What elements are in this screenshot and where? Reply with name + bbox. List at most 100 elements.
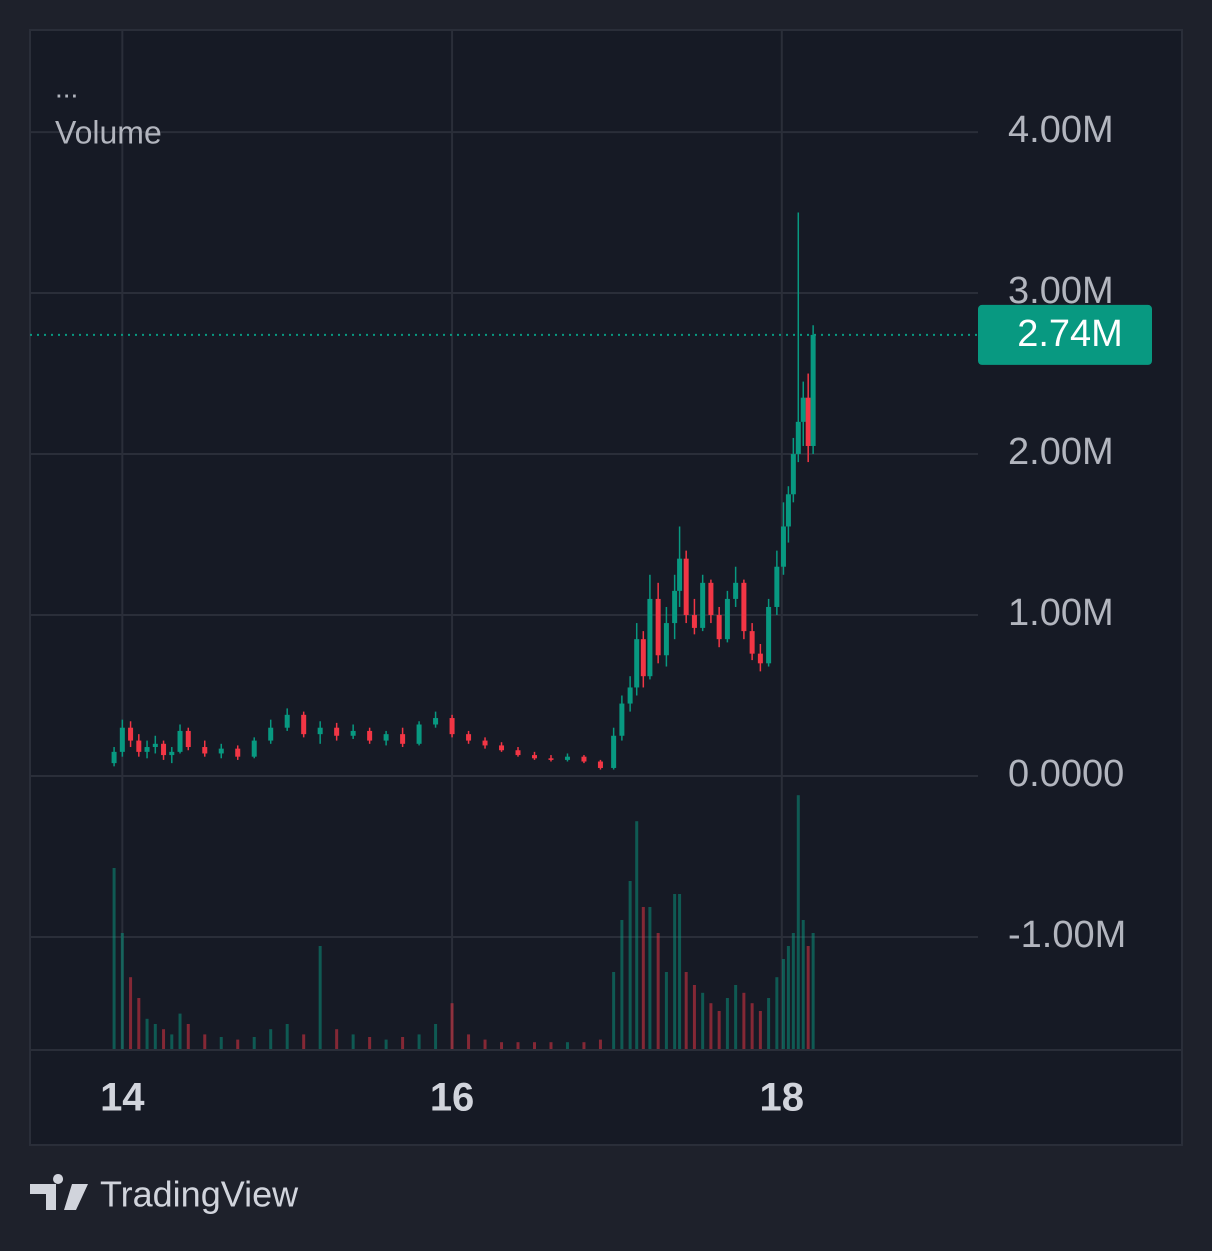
volume-bar <box>612 972 616 1050</box>
x-tick-label: 14 <box>100 1076 145 1120</box>
candle-body <box>619 703 625 736</box>
candle-body <box>749 631 755 654</box>
candle-body <box>597 761 603 768</box>
volume-bar <box>252 1037 256 1050</box>
candle-body <box>144 747 150 752</box>
volume-bar <box>533 1042 537 1050</box>
volume-bar <box>565 1042 569 1050</box>
volume-bar <box>335 1029 339 1050</box>
candle-body <box>251 740 257 757</box>
candle-body <box>564 756 570 760</box>
brand-logo[interactable]: TradingView <box>30 1174 299 1215</box>
candle-body <box>581 756 587 762</box>
candle-body <box>317 727 323 735</box>
candle-body <box>800 397 806 422</box>
candle-body <box>161 743 167 756</box>
candle-body <box>672 590 678 624</box>
volume-bar <box>269 1029 273 1050</box>
volume-bar <box>678 894 682 1050</box>
candle-body <box>367 730 373 741</box>
volume-bar <box>767 998 771 1050</box>
volume-bar <box>717 1011 721 1050</box>
candle-body <box>466 734 472 741</box>
volume-bar <box>318 946 322 1050</box>
volume-bar <box>219 1037 223 1050</box>
brand-name: TradingView <box>100 1174 299 1215</box>
volume-bar <box>178 1013 182 1050</box>
candle-body <box>334 727 340 736</box>
volume-bar <box>734 985 738 1050</box>
candle-body <box>532 755 538 759</box>
volume-bar <box>786 946 790 1050</box>
volume-bar <box>384 1039 388 1050</box>
volume-bar <box>628 881 632 1050</box>
last-price-tag <box>978 304 1152 365</box>
volume-bar <box>811 933 815 1050</box>
volume-bar <box>170 1034 174 1050</box>
y-tick-label: 0.0000 <box>1008 753 1124 795</box>
candle-body <box>185 730 191 748</box>
candle-body <box>416 724 422 744</box>
volume-bar <box>483 1039 487 1050</box>
candle-body <box>733 582 739 599</box>
volume-bar <box>758 1011 762 1050</box>
volume-bar <box>781 959 785 1050</box>
volume-bar <box>368 1037 372 1050</box>
volume-bar <box>112 868 116 1050</box>
candle-body <box>795 421 801 455</box>
candle-body <box>790 454 796 495</box>
candle-body <box>634 639 640 688</box>
volume-bar <box>153 1024 157 1050</box>
volume-bar <box>450 1003 454 1050</box>
candle-body <box>383 734 389 741</box>
volume-bar <box>791 933 795 1050</box>
volume-bar <box>775 977 779 1050</box>
volume-bar <box>129 977 133 1050</box>
candle-body <box>805 397 811 446</box>
volume-bar <box>285 1024 289 1050</box>
volume-bar <box>635 821 639 1050</box>
volume-bar <box>162 1029 166 1050</box>
volume-bar <box>684 972 688 1050</box>
candle-body <box>611 735 617 768</box>
chart-panel <box>29 29 1183 1146</box>
x-tick-label: 18 <box>760 1076 805 1120</box>
candle-body <box>724 598 730 640</box>
legend-dots[interactable]: ... <box>55 72 78 103</box>
volume-bar <box>750 1003 754 1050</box>
y-tick-label: 1.00M <box>1008 592 1114 634</box>
indicator-name[interactable]: Volume <box>55 114 162 150</box>
volume-bar <box>641 907 645 1050</box>
candle-body <box>708 582 714 616</box>
candle-body <box>136 740 142 752</box>
candle-body <box>766 606 772 664</box>
volume-bar <box>516 1042 520 1050</box>
volume-bar <box>582 1042 586 1050</box>
volume-bar <box>673 894 677 1050</box>
volume-bar <box>137 998 141 1050</box>
candle-body <box>152 743 158 748</box>
volume-bar <box>742 992 746 1050</box>
candle-body <box>780 526 786 567</box>
volume-bar <box>801 920 805 1050</box>
candle-body <box>700 582 706 628</box>
candle-body <box>284 714 290 728</box>
volume-bar <box>203 1034 207 1050</box>
candle-body <box>757 653 763 664</box>
candle-body <box>202 747 208 754</box>
volume-bar <box>302 1034 306 1050</box>
volume-bar <box>701 992 705 1050</box>
volume-bar <box>120 933 124 1050</box>
volume-bar <box>401 1037 405 1050</box>
candle-body <box>691 615 697 628</box>
volume-bar <box>620 920 624 1050</box>
volume-bar <box>656 933 660 1050</box>
candle-body <box>515 750 521 756</box>
volume-bar <box>598 1039 602 1050</box>
candle-body <box>499 745 505 751</box>
candle-body <box>119 727 125 752</box>
x-tick-label: 16 <box>430 1076 475 1120</box>
candle-body <box>218 748 224 754</box>
volume-bar <box>434 1024 438 1050</box>
